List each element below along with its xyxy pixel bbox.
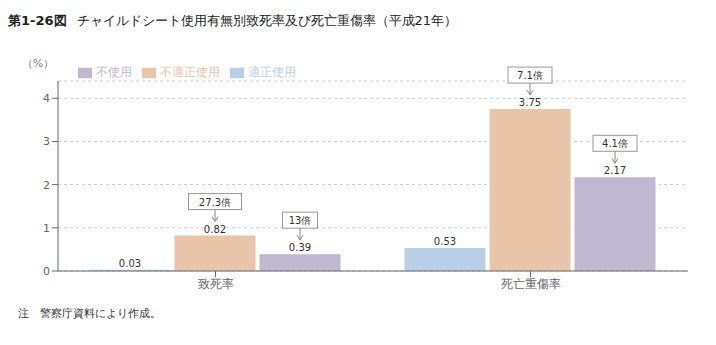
svg-text:3: 3 — [43, 135, 50, 148]
html-text:注 警察庁資料により作成。: 注 警察庁資料により作成。 — [18, 307, 161, 320]
html-text:第1-26図: 第1-26図 — [8, 13, 67, 28]
svg-text:1: 1 — [43, 222, 50, 235]
svg-text:（%）: （%） — [22, 57, 54, 70]
html-text:不適正使用: 不適正使用 — [160, 65, 220, 79]
svg-text:0.82: 0.82 — [204, 224, 226, 235]
svg-text:致死率: 致死率 — [198, 277, 234, 291]
html-text:不使用: 不使用 — [96, 65, 132, 79]
svg-text:死亡重傷率: 死亡重傷率 — [501, 277, 561, 291]
svg-text:2: 2 — [43, 179, 50, 192]
html-text:チャイルドシート使用有無別致死率及び死亡重傷率（平成21年）: チャイルドシート使用有無別致死率及び死亡重傷率（平成21年） — [76, 13, 458, 28]
svg-text:13倍: 13倍 — [289, 215, 312, 226]
svg-text:0.39: 0.39 — [289, 242, 311, 253]
svg-text:27.3倍: 27.3倍 — [199, 197, 231, 208]
svg-text:0.53: 0.53 — [434, 236, 456, 247]
svg-text:0: 0 — [43, 265, 50, 278]
svg-text:4.1倍: 4.1倍 — [602, 138, 628, 149]
svg-text:4: 4 — [43, 92, 50, 105]
html-text:適正使用: 適正使用 — [248, 65, 296, 79]
svg-text:7.1倍: 7.1倍 — [517, 70, 543, 81]
svg-text:2.17: 2.17 — [604, 165, 626, 176]
svg-text:0.03: 0.03 — [119, 258, 141, 269]
svg-text:3.75: 3.75 — [519, 97, 541, 108]
